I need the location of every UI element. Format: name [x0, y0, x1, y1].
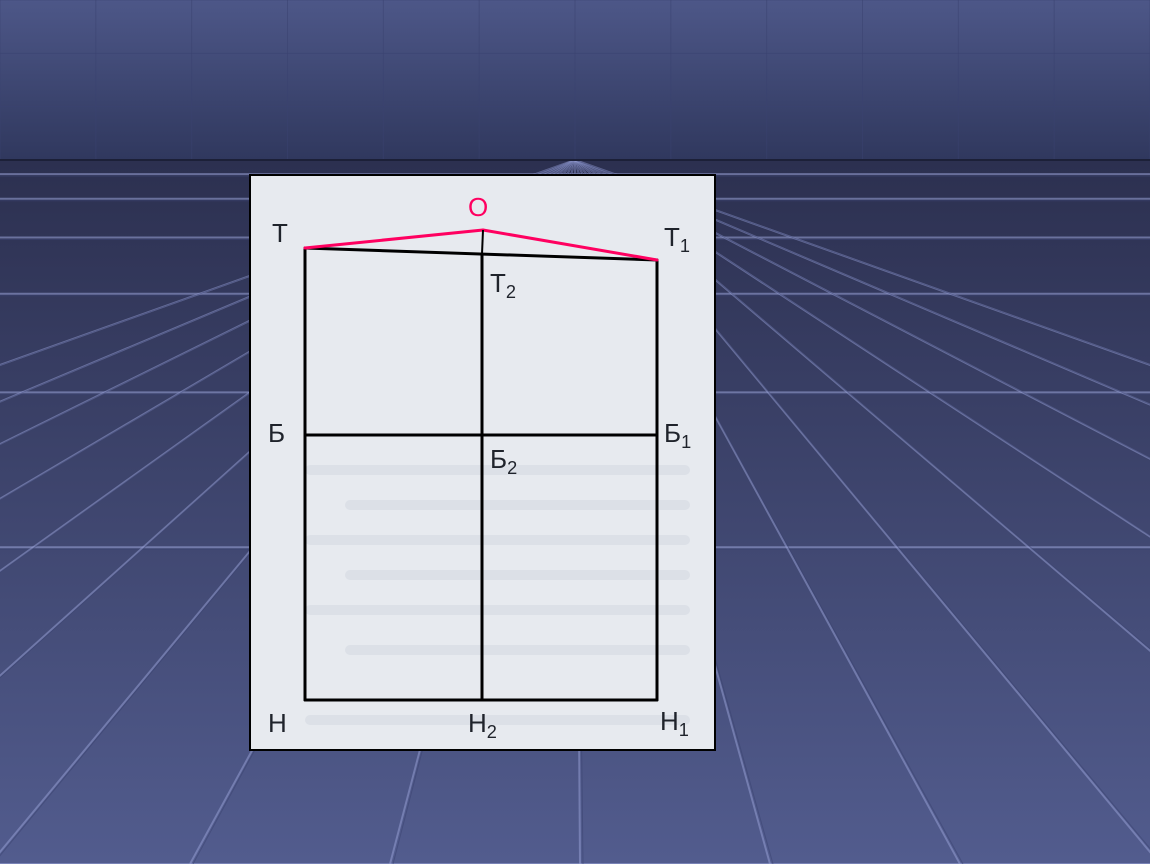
label-N1: Н1	[660, 706, 689, 737]
label-T1: Т1	[664, 222, 690, 253]
label-B: Б	[268, 418, 285, 449]
background-svg	[0, 0, 1150, 864]
label-B1: Б1	[664, 418, 691, 449]
stage: О Т Т1 Т2 Б Б1 Б2 Н Н1 Н2	[0, 0, 1150, 864]
label-T2: Т2	[490, 268, 516, 299]
label-N: Н	[268, 708, 287, 739]
label-O: О	[468, 192, 488, 223]
tick-O-T2	[482, 230, 483, 254]
label-B2: Б2	[490, 444, 517, 475]
label-T: Т	[272, 218, 288, 249]
label-N2: Н2	[468, 708, 497, 739]
